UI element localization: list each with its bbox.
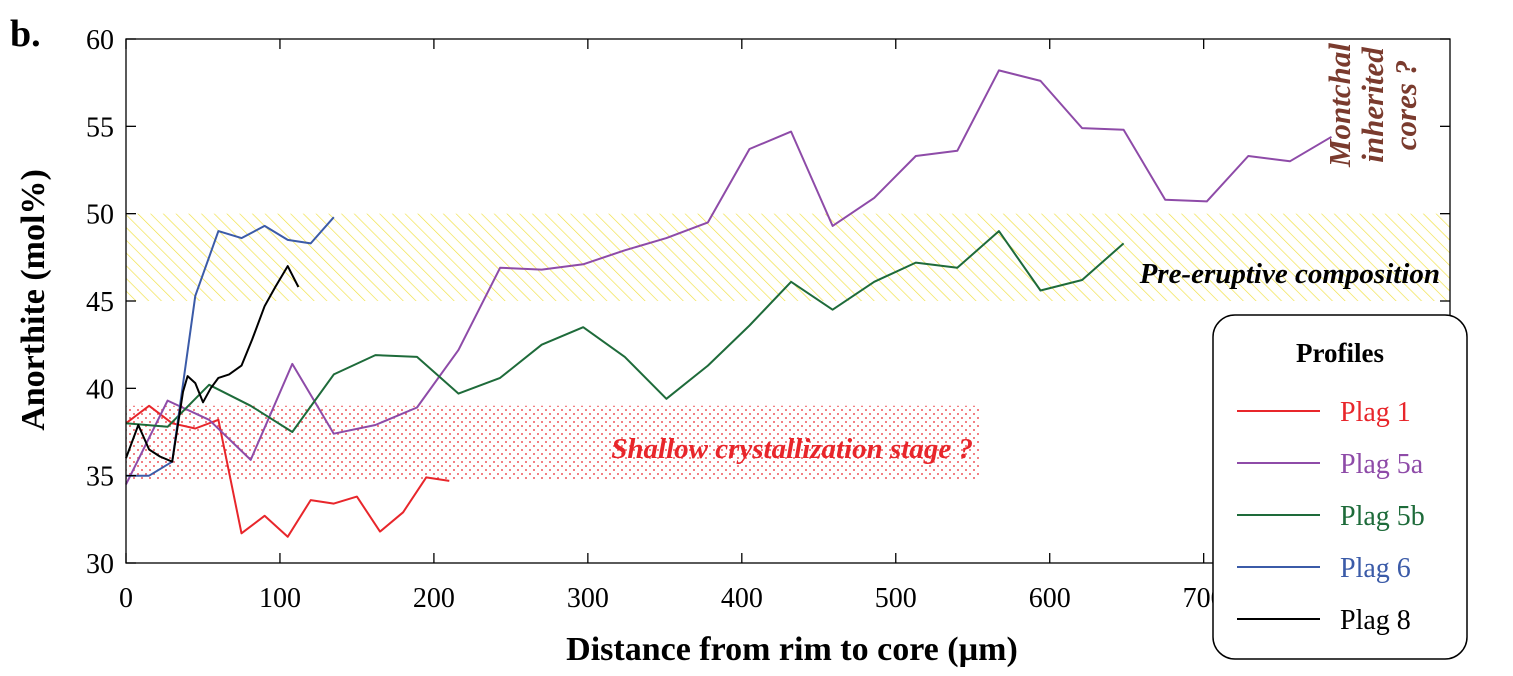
series-line-plag-6 (126, 216, 335, 477)
inherited-cores-line-3: cores ? (1388, 60, 1423, 150)
x-axis-label: Distance from rim to core (µm) (566, 631, 1018, 668)
series-line-plag-5b (125, 230, 1125, 433)
pre-eruptive-annotation: Pre-eruptive composition (1139, 258, 1440, 290)
legend-label: Plag 5a (1340, 449, 1424, 480)
inherited-cores-line-1: Montchal (1322, 43, 1357, 168)
legend-title: Profiles (1296, 338, 1384, 368)
y-tick-label: 45 (86, 287, 114, 318)
legend-label: Plag 6 (1340, 553, 1411, 584)
legend-label: Plag 1 (1340, 397, 1411, 428)
y-tick-label: 30 (86, 549, 114, 580)
inherited-cores-annotation: Montchal inherited cores ? (1322, 43, 1423, 168)
shallow-crystallization-annotation: Shallow crystallization stage ? (611, 433, 973, 465)
x-tick-label: 100 (259, 583, 301, 614)
y-tick-label: 35 (86, 462, 114, 493)
y-tick-label: 55 (86, 112, 114, 143)
series-line-plag-1 (125, 404, 450, 538)
x-tick-label: 0 (119, 583, 133, 614)
inherited-cores-line-2: inherited (1355, 47, 1390, 163)
legend-label: Plag 8 (1340, 605, 1411, 636)
panel-label: b. (10, 13, 41, 55)
series-line-plag-5a (125, 69, 1333, 485)
x-tick-label: 300 (567, 583, 609, 614)
legend-label: Plag 5b (1340, 501, 1425, 532)
y-tick-label: 60 (86, 25, 114, 56)
legend-box (1212, 314, 1468, 660)
y-tick-label: 50 (86, 200, 114, 231)
legend-items: Plag 1 Plag 5a Plag 5b Plag 6 Plag 8 (1237, 397, 1425, 636)
x-tick-label: 500 (875, 583, 917, 614)
x-tick-label: 600 (1029, 583, 1071, 614)
series-layer (125, 69, 1333, 538)
y-tick-label: 40 (86, 374, 114, 405)
series-line-plag-8 (125, 265, 300, 463)
x-tick-label: 200 (413, 583, 455, 614)
x-tick-label: 400 (721, 583, 763, 614)
y-axis-label: Anorthite (mol%) (15, 169, 52, 431)
